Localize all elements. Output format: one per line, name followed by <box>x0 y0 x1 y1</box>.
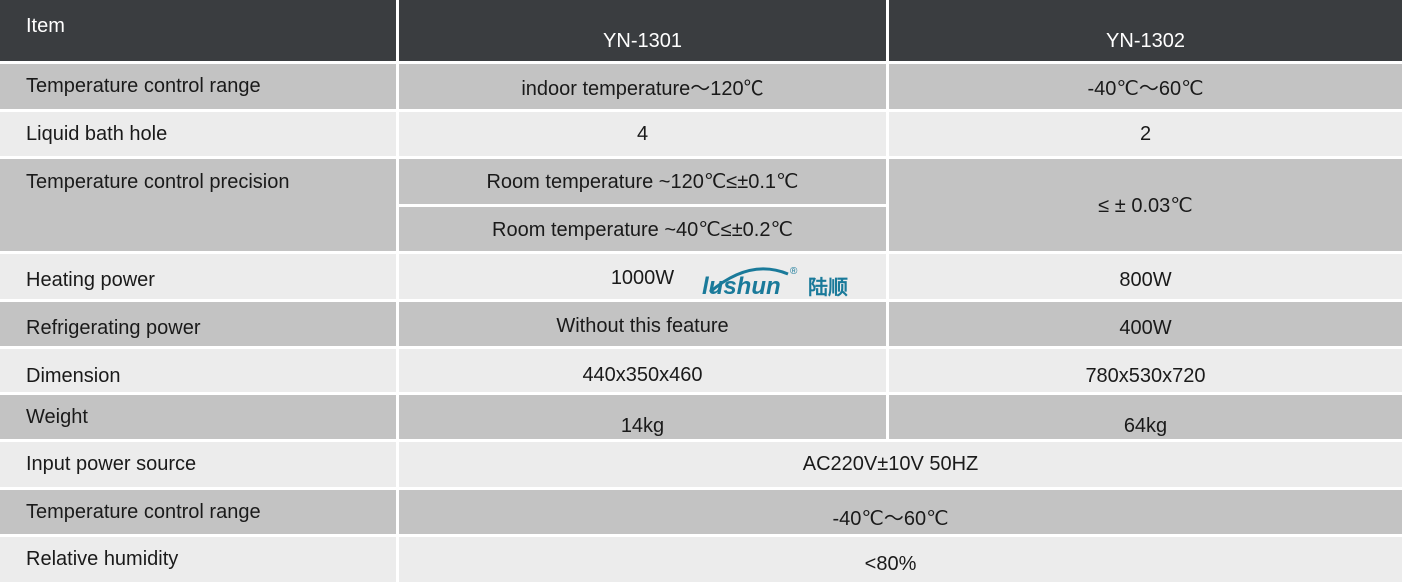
row-value-b: 400W <box>889 302 1402 346</box>
row-value-merged: <80% <box>399 537 1402 582</box>
row-label: Temperature control precision <box>0 159 396 251</box>
row-label: Weight <box>0 395 396 439</box>
row-label: Heating power <box>0 254 396 299</box>
row-label: Input power source <box>0 442 396 487</box>
row-value-a: 440x350x460 <box>399 349 886 392</box>
header-model-b: YN-1302 <box>889 0 1402 61</box>
row-value-a: 14kg <box>399 395 886 439</box>
row-value-a: 1000W <box>399 254 886 299</box>
row-label: Temperature control range <box>0 490 396 534</box>
row-value-a1: Room temperature ~120℃≤±0.1℃ <box>399 159 886 204</box>
row-label: Temperature control range <box>0 64 396 109</box>
row-value-b: ≤ ± 0.03℃ <box>889 159 1402 251</box>
row-label: Dimension <box>0 349 396 392</box>
header-item: Item <box>0 0 396 61</box>
row-label: Refrigerating power <box>0 302 396 346</box>
row-value-b: 800W <box>889 254 1402 299</box>
row-value-merged: -40℃～60℃ <box>399 490 1402 534</box>
row-value-a: Without this feature <box>399 302 886 346</box>
row-value-b: -40℃～60℃ <box>889 64 1402 109</box>
row-value-b: 780x530x720 <box>889 349 1402 392</box>
row-value-b: 64kg <box>889 395 1402 439</box>
row-value-a: indoor temperature～120℃ <box>399 64 886 109</box>
row-value-merged: AC220V±10V 50HZ <box>399 442 1402 487</box>
header-model-a: YN-1301 <box>399 0 886 61</box>
row-value-a2: Room temperature ~40℃≤±0.2℃ <box>399 207 886 251</box>
row-label: Liquid bath hole <box>0 112 396 156</box>
row-value-b: 2 <box>889 112 1402 156</box>
row-label: Relative humidity <box>0 537 396 582</box>
row-value-a: 4 <box>399 112 886 156</box>
